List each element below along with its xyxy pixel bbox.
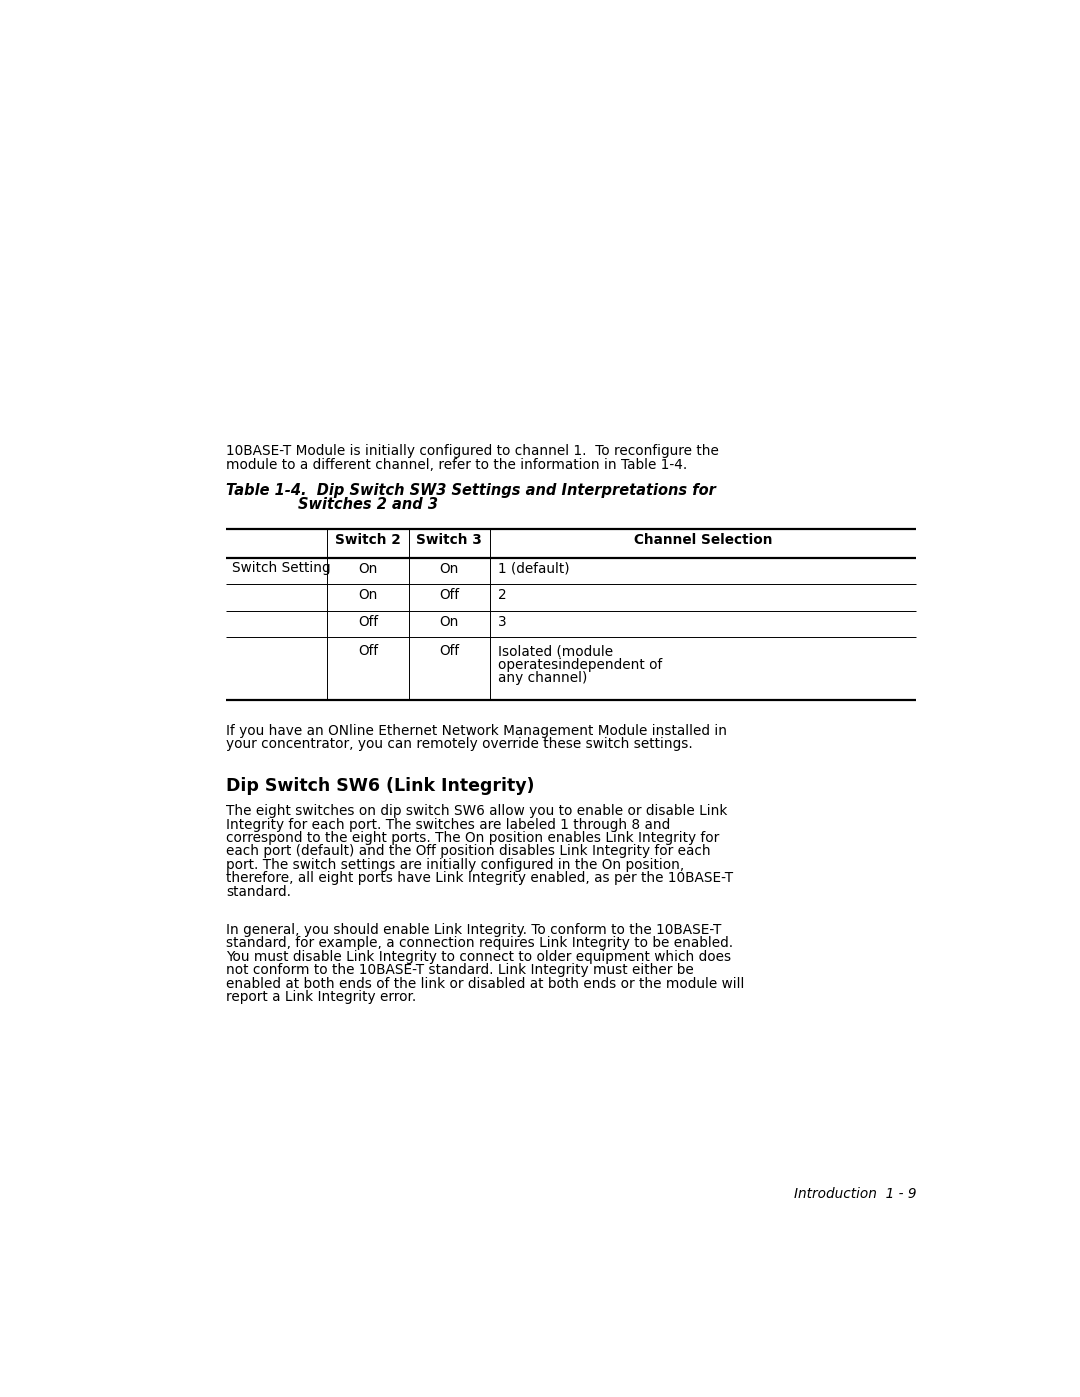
Text: Off: Off [440,588,459,602]
Text: standard, for example, a connection requires Link Integrity to be enabled.: standard, for example, a connection requ… [227,936,733,950]
Text: Channel Selection: Channel Selection [634,534,772,548]
Text: Switch 3: Switch 3 [416,534,482,548]
Text: Switch Setting: Switch Setting [232,560,330,574]
Text: not conform to the 10BASE-T standard. Link Integrity must either be: not conform to the 10BASE-T standard. Li… [227,964,694,978]
Text: Off: Off [440,644,459,658]
Text: On: On [440,562,459,576]
Text: your concentrator, you can remotely override these switch settings.: your concentrator, you can remotely over… [227,738,693,752]
Text: report a Link Integrity error.: report a Link Integrity error. [227,990,417,1004]
Text: correspond to the eight ports. The On position enables Link Integrity for: correspond to the eight ports. The On po… [227,831,719,845]
Text: 10BASE-T Module is initially configured to channel 1.  To reconfigure the: 10BASE-T Module is initially configured … [227,444,719,458]
Text: You must disable Link Integrity to connect to older equipment which does: You must disable Link Integrity to conne… [227,950,731,964]
Text: Introduction  1 - 9: Introduction 1 - 9 [794,1187,916,1201]
Text: The eight switches on dip switch SW6 allow you to enable or disable Link: The eight switches on dip switch SW6 all… [227,805,728,819]
Text: enabled at both ends of the link or disabled at both ends or the module will: enabled at both ends of the link or disa… [227,977,745,990]
Text: port. The switch settings are initially configured in the On position,: port. The switch settings are initially … [227,858,685,872]
Text: Integrity for each port. The switches are labeled 1 through 8 and: Integrity for each port. The switches ar… [227,817,671,831]
Text: operatesindependent of: operatesindependent of [498,658,662,672]
Text: 3: 3 [498,615,507,629]
Text: module to a different channel, refer to the information in Table 1-4.: module to a different channel, refer to … [227,458,688,472]
Text: Off: Off [357,644,378,658]
Text: Dip Switch SW6 (Link Integrity): Dip Switch SW6 (Link Integrity) [227,777,535,795]
Text: any channel): any channel) [498,671,588,685]
Text: Table 1-4.  Dip Switch SW3 Settings and Interpretations for: Table 1-4. Dip Switch SW3 Settings and I… [227,482,716,497]
Text: 1 (default): 1 (default) [498,562,569,576]
Text: Switch 2: Switch 2 [335,534,401,548]
Text: On: On [440,615,459,629]
Text: Switches 2 and 3: Switches 2 and 3 [298,497,437,511]
Text: 2: 2 [498,588,507,602]
Text: Off: Off [357,615,378,629]
Text: In general, you should enable Link Integrity. To conform to the 10BASE-T: In general, you should enable Link Integ… [227,923,721,937]
Text: each port (default) and the Off position disables Link Integrity for each: each port (default) and the Off position… [227,844,711,859]
Text: On: On [359,562,378,576]
Text: If you have an ONline Ethernet Network Management Module installed in: If you have an ONline Ethernet Network M… [227,724,728,738]
Text: Isolated (module: Isolated (module [498,644,612,658]
Text: On: On [359,588,378,602]
Text: therefore, all eight ports have Link Integrity enabled, as per the 10BASE-T: therefore, all eight ports have Link Int… [227,872,733,886]
Text: standard.: standard. [227,884,292,898]
